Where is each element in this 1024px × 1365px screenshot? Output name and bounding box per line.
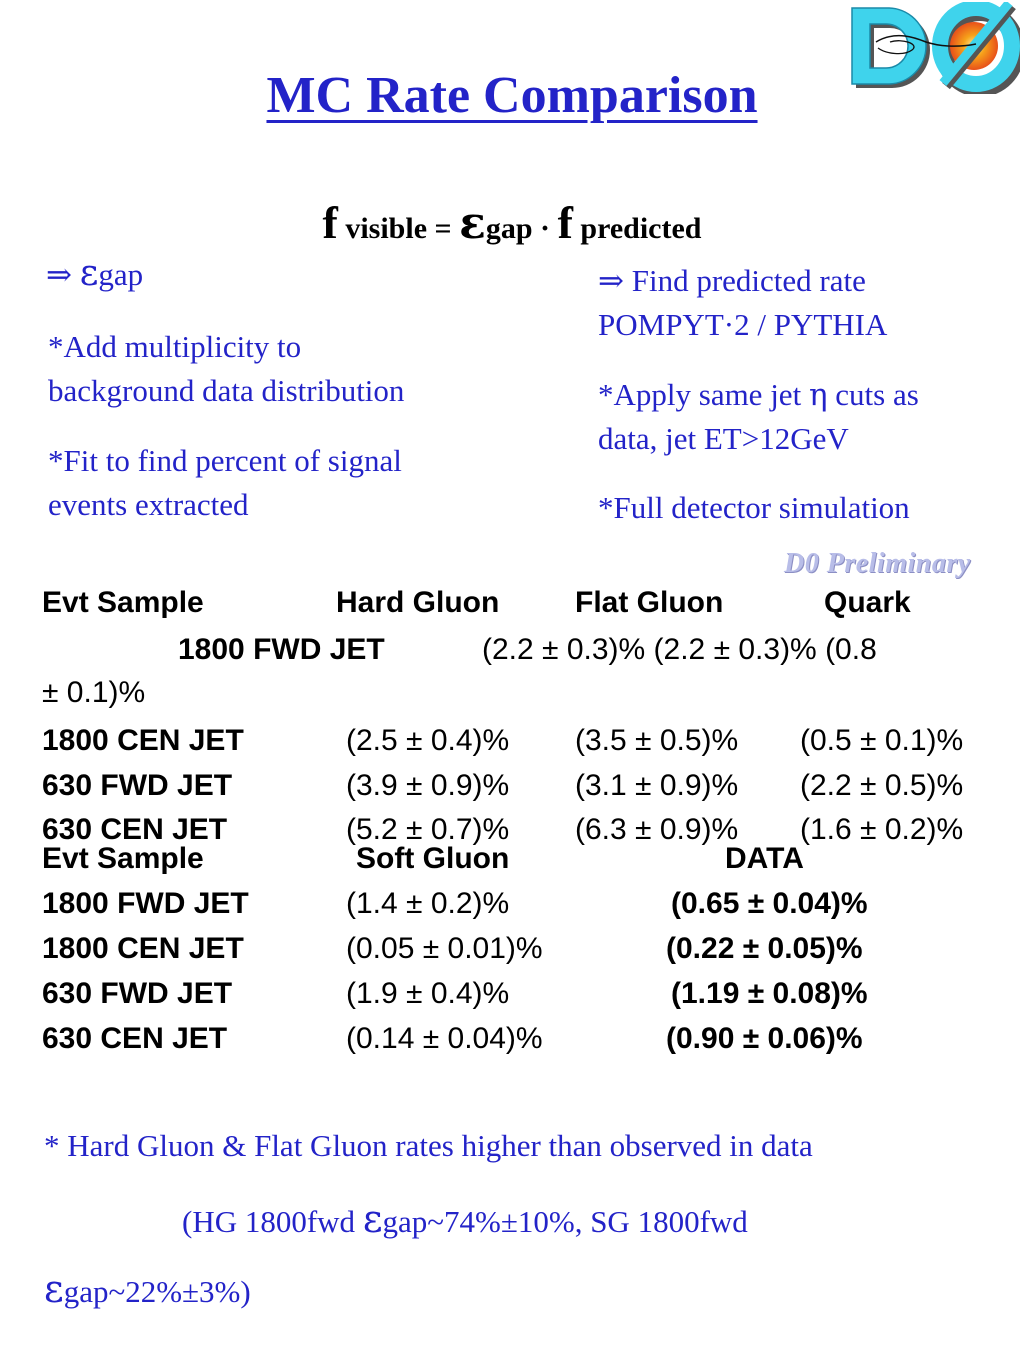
table1-cell-flat-gluon: (3.1 ± 0.9)% xyxy=(575,769,739,802)
table2-cell-soft-gluon: (1.9 ± 0.4)% xyxy=(346,977,510,1010)
table1-cell-flat-gluon: (6.3 ± 0.9)% xyxy=(575,813,739,846)
preliminary-watermark: D0 Preliminary xyxy=(784,548,971,579)
table1-row-label: 1800 FWD JET xyxy=(178,633,385,666)
right-bullet-1-pre: *Apply same jet xyxy=(598,377,809,412)
table1-row-label: 1800 CEN JET xyxy=(42,724,244,757)
table2-cell-data: (0.90 ± 0.06)% xyxy=(666,1022,863,1055)
left-heading: ⇒ εgap xyxy=(46,252,143,297)
eta-symbol: η xyxy=(808,377,828,413)
table1-header-quark: Quark xyxy=(824,586,911,619)
right-heading-line-1: ⇒ Find predicted rate xyxy=(598,263,866,298)
table2-cell-soft-gluon: (1.4 ± 0.2)% xyxy=(346,887,510,920)
note-epsilon-2: ε xyxy=(44,1267,64,1311)
formula-epsilon: ε xyxy=(459,198,486,249)
right-bullet-1: *Apply same jet η cuts as data, jet ET>1… xyxy=(598,373,919,461)
d0-logo: DØ xyxy=(846,0,1024,97)
table2-header-evt-sample: Evt Sample xyxy=(42,842,204,875)
note-line-2-pre: (HG 1800fwd xyxy=(182,1204,363,1239)
table2-cell-data: (0.22 ± 0.05)% xyxy=(666,932,863,965)
note-line-3-post: gap~22%±3%) xyxy=(63,1274,251,1309)
table1-cell-quark: (0.5 ± 0.1)% xyxy=(800,724,964,757)
table1-cell-quark: (2.2 ± 0.5)% xyxy=(800,769,964,802)
table2-row-label: 630 FWD JET xyxy=(42,977,233,1010)
right-bullet-2: *Full detector simulation xyxy=(598,490,910,525)
table1-cell-hard-gluon: (2.5 ± 0.4)% xyxy=(346,724,510,757)
left-bullet-2-line-1: *Fit to find percent of signal xyxy=(48,443,402,478)
table1-row-values: (2.2 ± 0.3)% (2.2 ± 0.3)% (0.8 xyxy=(482,633,877,666)
table2-row-label: 1800 FWD JET xyxy=(42,887,249,920)
note-epsilon-1: ε xyxy=(362,1197,383,1241)
table1-row-wrap: ± 0.1)% xyxy=(42,676,146,709)
table1-header-hard-gluon: Hard Gluon xyxy=(336,586,500,619)
right-heading: ⇒ Find predicted rate POMPYT·2 / PYTHIA xyxy=(598,259,887,347)
note-line-2-post: gap~74%±10%, SG 1800fwd xyxy=(382,1204,748,1239)
table2-header-soft-gluon: Soft Gluon xyxy=(356,842,510,875)
table1-row-label: 630 CEN JET xyxy=(42,813,228,846)
formula-f-predicted: f xyxy=(557,197,573,248)
note-line-3: εgap~22%±3%) xyxy=(44,1267,251,1311)
table1-cell-hard-gluon: (3.9 ± 0.9)% xyxy=(346,769,510,802)
left-epsilon: ε xyxy=(79,253,99,294)
rate-formula: f visible = εgap · f predicted xyxy=(0,196,1024,249)
left-arrow: ⇒ xyxy=(46,257,80,292)
right-bullet-1-line-2: data, jet ET>12GeV xyxy=(598,421,849,456)
note-line-2: (HG 1800fwd εgap~74%±10%, SG 1800fwd xyxy=(182,1197,748,1241)
note-line-1: * Hard Gluon & Flat Gluon rates higher t… xyxy=(44,1128,813,1163)
table2-header-data: DATA xyxy=(725,842,804,875)
table2-cell-soft-gluon: (0.05 ± 0.01)% xyxy=(346,932,543,965)
right-bullet-1-post: cuts as xyxy=(827,377,919,412)
table2-cell-data: (0.65 ± 0.04)% xyxy=(671,887,868,920)
left-bullet-2-line-2: events extracted xyxy=(48,487,249,522)
right-heading-line-2: POMPYT·2 / PYTHIA xyxy=(598,307,888,342)
left-bullet-2: *Fit to find percent of signal events ex… xyxy=(48,439,402,527)
table2-cell-data: (1.19 ± 0.08)% xyxy=(671,977,868,1010)
table2-row-label: 1800 CEN JET xyxy=(42,932,244,965)
table1-cell-flat-gluon: (3.5 ± 0.5)% xyxy=(575,724,739,757)
page-title: MC Rate Comparison xyxy=(266,67,758,124)
formula-visible-label: visible = xyxy=(337,212,460,245)
left-bullet-1: *Add multiplicity to background data dis… xyxy=(48,325,404,413)
left-gap-label: gap xyxy=(98,257,144,292)
formula-predicted-label: predicted xyxy=(572,212,702,245)
table1-cell-hard-gluon: (5.2 ± 0.7)% xyxy=(346,813,510,846)
formula-f-visible: f xyxy=(322,197,338,248)
table1-cell-quark: (1.6 ± 0.2)% xyxy=(800,813,964,846)
logo-text: DØ xyxy=(846,2,848,3)
table1-header-evt-sample: Evt Sample xyxy=(42,586,204,619)
formula-gap-label: gap · xyxy=(485,212,558,245)
table1-header-flat-gluon: Flat Gluon xyxy=(575,586,724,619)
left-bullet-1-line-2: background data distribution xyxy=(48,373,405,408)
left-bullet-1-line-1: *Add multiplicity to xyxy=(48,329,302,364)
table2-row-label: 630 CEN JET xyxy=(42,1022,228,1055)
table1-row-label: 630 FWD JET xyxy=(42,769,233,802)
table2-cell-soft-gluon: (0.14 ± 0.04)% xyxy=(346,1022,543,1055)
